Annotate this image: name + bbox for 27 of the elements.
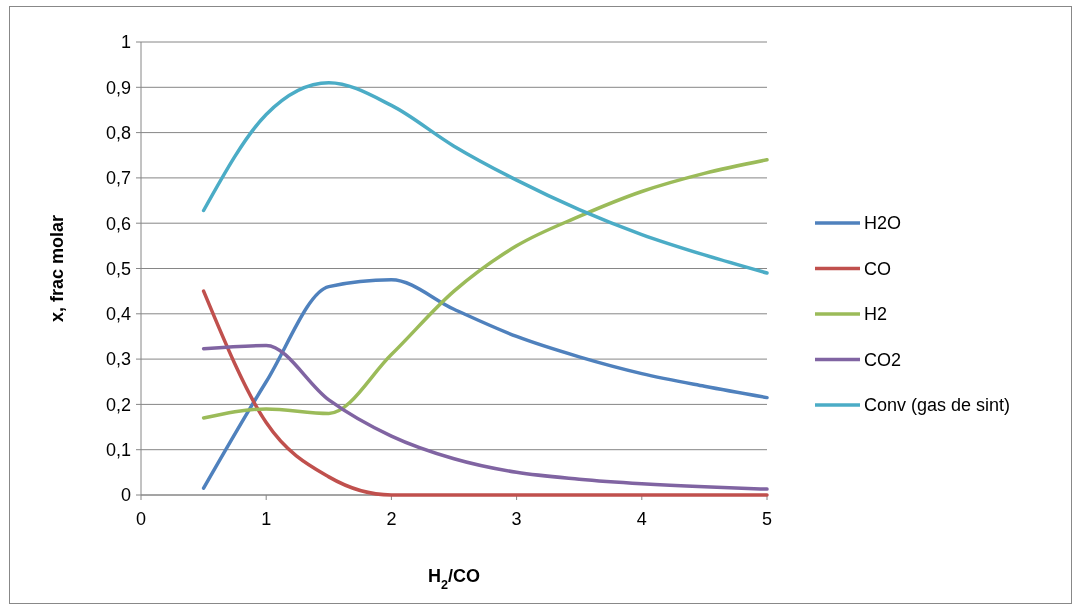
y-tick-label: 0,9 [105,77,131,98]
legend-label: H2O [864,213,902,234]
y-tick-label: 1 [120,32,131,53]
x-tick-label: 0 [135,509,147,529]
x-axis-title: H$_{2}$/CO [427,566,481,592]
y-tick-label: 0,5 [105,258,131,279]
x-tick-label: 2 [386,509,397,529]
y-tick-label: 0,1 [105,440,131,460]
y-tick-label: 0,6 [105,213,131,234]
legend-label: CO2 [864,349,902,370]
legend-label: CO [864,258,891,279]
x-tick-label: 4 [636,509,647,529]
y-tick-label: 0,7 [105,168,131,189]
line-series [201,343,769,491]
y-tick-label: 0,2 [105,394,131,415]
line-series [201,81,769,275]
y-tick-label: 0 [120,485,131,506]
y-tick-label: 0,3 [105,349,131,370]
y-tick-label: 0,8 [105,122,131,143]
x-tick-label: 1 [261,509,272,529]
y-axis-title: x, frac molar [47,214,67,323]
x-tick-label: 3 [511,509,522,529]
x-tick-label: 5 [761,509,773,529]
y-tick-label: 0,4 [105,304,131,325]
legend-label: H2 [864,304,888,325]
legend-label: Conv (gas de sint) [864,395,1011,416]
line-series [201,158,769,420]
